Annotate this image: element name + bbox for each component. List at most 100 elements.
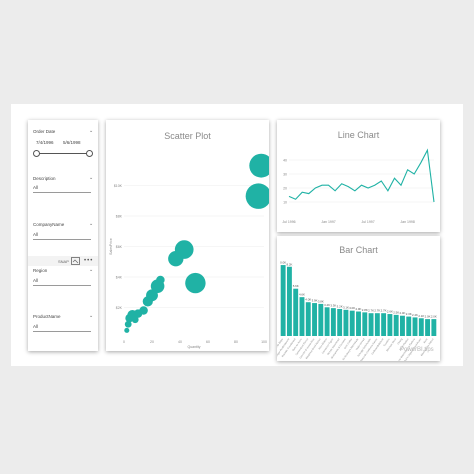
x-tick-label: Vegie-spread — [355, 337, 366, 351]
x-tick-label: 80 — [234, 340, 238, 344]
chevron-down-icon[interactable]: ⌄ — [89, 267, 94, 273]
x-tick-label: Jul 1997 — [361, 220, 374, 224]
start-date-value[interactable]: 7/4/1996 — [36, 140, 54, 145]
y-tick-label: $6K — [116, 245, 123, 249]
x-tick-label: 0 — [123, 340, 125, 344]
bar — [343, 309, 349, 336]
line-chart-visual[interactable]: Line Chart 10 20 30 40 Jul 1996 Jan 1997 Jul 1… — [277, 120, 440, 232]
bar-data-label: 2.7K — [374, 309, 380, 313]
bar-data-label: 3.8K — [318, 299, 324, 303]
region-slicer-value[interactable]: All — [33, 278, 39, 283]
x-tick-label: 40 — [178, 340, 182, 344]
x-tick-label: 100 — [261, 340, 267, 344]
region-slicer-title: Region — [33, 268, 48, 273]
chevron-down-icon[interactable]: ⌄ — [89, 313, 94, 319]
bar-data-label: 4.0K — [305, 298, 311, 302]
region-slicer-underline — [33, 285, 91, 286]
product-slicer-title: ProductName — [33, 314, 61, 319]
bar — [381, 313, 387, 336]
description-slicer-title: Description — [33, 176, 56, 181]
bar-data-label: 3.0K — [349, 306, 355, 310]
y-axis-label: SalesPrice — [109, 238, 113, 255]
bar-data-label: 2.8K — [362, 308, 368, 312]
start-date-handle[interactable] — [33, 150, 40, 157]
y-tick-label: 30 — [283, 173, 287, 177]
order-date-slicer-title: Order Date — [33, 129, 56, 134]
more-options-icon[interactable]: ••• — [84, 258, 94, 264]
x-tick-label: Ipoh Coffee — [344, 337, 354, 349]
x-tick-label: Jan 1997 — [321, 220, 335, 224]
bar — [280, 265, 286, 336]
bar — [368, 313, 374, 336]
bar — [324, 307, 330, 336]
visual-header-bar: SNAP — [28, 256, 98, 266]
bar — [400, 315, 405, 336]
scatter-point — [156, 275, 165, 285]
chevron-down-icon[interactable]: ⌄ — [89, 128, 94, 134]
chevron-down-icon[interactable]: ⌄ — [89, 221, 94, 227]
bar — [349, 310, 355, 336]
bar-data-label: 5.6K — [293, 284, 299, 288]
x-tick-label: 60 — [206, 340, 210, 344]
focus-mode-icon[interactable] — [71, 257, 80, 265]
company-slicer-underline — [33, 239, 91, 240]
end-date-value[interactable]: 5/6/1998 — [63, 140, 81, 145]
bar — [393, 314, 399, 336]
line-chart-svg: 10 20 30 40 Jul 1996 Jan 1997 Jul 1997 Jan 1998 — [282, 148, 435, 224]
scatter-point — [249, 153, 269, 178]
bar — [293, 288, 299, 336]
scatter-point — [245, 183, 269, 209]
series-line — [288, 148, 435, 203]
y-tick-label: $2K — [116, 306, 123, 310]
description-slicer-value[interactable]: All — [33, 185, 39, 190]
y-tick-label: $8K — [116, 215, 123, 219]
date-range-track[interactable] — [37, 153, 89, 154]
x-tick-label: 20 — [150, 340, 154, 344]
bar-data-label: 3.2K — [337, 304, 343, 308]
x-tick-label: Jan 1998 — [400, 220, 414, 224]
bar-data-label: 2.5K — [393, 310, 399, 314]
x-tick-label: Tarte au sucre — [292, 337, 304, 352]
y-tick-label: 40 — [283, 159, 287, 163]
bar — [330, 308, 336, 336]
product-slicer-value[interactable]: All — [33, 324, 39, 329]
bar-data-label: 2.3K — [406, 312, 412, 316]
bar-data-label: 4.6K — [299, 293, 305, 297]
x-tick-label: Chang — [397, 337, 404, 345]
bar-title: Bar Chart — [339, 245, 378, 255]
bar — [406, 316, 412, 336]
bar-data-label: 2.6K — [387, 310, 393, 314]
chevron-down-icon[interactable]: ⌄ — [89, 175, 94, 181]
line-title: Line Chart — [337, 130, 380, 140]
bar-data-label: 2.0K — [431, 315, 437, 319]
bar — [362, 312, 368, 336]
description-slicer-underline — [33, 192, 91, 193]
scatter-point — [131, 316, 139, 324]
company-slicer-value[interactable]: All — [33, 232, 39, 237]
bar-data-label: 2.4K — [399, 311, 405, 315]
bar — [387, 314, 393, 336]
bar — [356, 311, 361, 336]
y-tick-label: 10 — [283, 201, 287, 205]
bar-data-label: 3.4K — [324, 303, 330, 307]
y-tick-label: 20 — [283, 187, 287, 191]
product-slicer-underline — [33, 331, 91, 332]
bar-data-label: 2.9K — [356, 307, 362, 311]
watermark-logo: PowerBI.tips — [400, 347, 434, 353]
x-tick-label: Steeleye Stout — [386, 338, 398, 353]
focus-label[interactable]: SNAP — [58, 259, 69, 264]
end-date-handle[interactable] — [86, 150, 93, 157]
x-axis-label: Quantity — [187, 345, 200, 349]
slicer-panel — [28, 120, 98, 351]
bar-data-label: 3.9K — [312, 299, 318, 303]
bar — [299, 297, 305, 336]
bar-data-label: 3.1K — [343, 305, 349, 309]
bar-data-label: 0.0K — [280, 261, 286, 265]
bar-chart-visual[interactable]: Bar Chart 0.0KCôte de Blaye8.2KThüringer… — [277, 236, 440, 361]
scatter-point — [139, 306, 148, 315]
bar-data-label: 2.7K — [381, 309, 387, 313]
bar — [312, 303, 317, 336]
x-tick-label: Ikura — [423, 337, 429, 344]
scatter-plot-visual[interactable]: Scatter Plot $2K $4K $6K $8K $10K 0 20 40 60 80 10… — [106, 120, 269, 351]
